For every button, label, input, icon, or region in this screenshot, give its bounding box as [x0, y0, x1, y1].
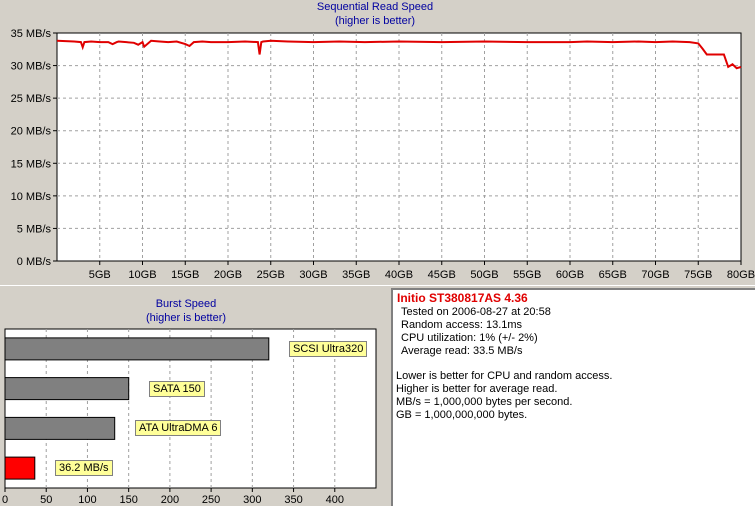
seq-ytick-label: 5 MB/s — [17, 223, 52, 235]
seq-xtick-label: 35GB — [342, 269, 370, 281]
seq-ytick-label: 10 MB/s — [11, 191, 52, 203]
seq-xtick-label: 20GB — [214, 269, 242, 281]
seq-ytick-label: 0 MB/s — [17, 256, 52, 268]
burst-bar-label: SATA 150 — [149, 381, 205, 397]
burst-xtick-label: 100 — [78, 494, 96, 506]
burst-xtick-label: 300 — [243, 494, 261, 506]
average-read: Average read: 33.5 MB/s — [401, 345, 523, 357]
seq-ytick-label: 15 MB/s — [11, 158, 52, 170]
seq-xtick-label: 30GB — [299, 269, 327, 281]
seq-ytick-label: 25 MB/s — [11, 93, 52, 105]
burst-chart-title: Burst Speed — [155, 298, 217, 310]
burst-bar — [4, 416, 116, 440]
note-lower-better: Lower is better for CPU and random acces… — [396, 370, 613, 382]
burst-chart-subtitle: (higher is better) — [145, 312, 227, 324]
burst-bar-label: 36.2 MB/s — [55, 460, 113, 476]
seq-xtick-label: 10GB — [128, 269, 156, 281]
seq-xtick-label: 55GB — [513, 269, 541, 281]
burst-bar-label: SCSI Ultra320 — [289, 341, 368, 357]
note-mbs-def: MB/s = 1,000,000 bytes per second. — [396, 396, 573, 408]
burst-xtick-label: 250 — [202, 494, 220, 506]
burst-bar — [4, 337, 270, 361]
seq-ytick-label: 20 MB/s — [11, 126, 52, 138]
seq-xtick-label: 5GB — [89, 269, 111, 281]
burst-bar-label: ATA UltraDMA 6 — [135, 420, 222, 436]
tested-date: Tested on 2006-08-27 at 20:58 — [401, 306, 551, 318]
burst-xtick-label: 200 — [161, 494, 179, 506]
seq-xtick-label: 65GB — [599, 269, 627, 281]
seq-chart-title: Sequential Read Speed — [316, 1, 434, 13]
note-gb-def: GB = 1,000,000,000 bytes. — [396, 409, 528, 421]
info-panel: Initio ST380817AS 4.36 Tested on 2006-08… — [391, 288, 755, 506]
seq-xtick-label: 40GB — [385, 269, 413, 281]
burst-bar — [4, 456, 36, 480]
pane-divider — [0, 285, 755, 289]
seq-xtick-label: 60GB — [556, 269, 584, 281]
seq-xtick-label: 45GB — [428, 269, 456, 281]
seq-xtick-label: 25GB — [257, 269, 285, 281]
burst-xtick-label: 0 — [2, 494, 8, 506]
seq-xtick-label: 70GB — [641, 269, 669, 281]
seq-xtick-label: 80GB — [727, 269, 755, 281]
seq-chart-subtitle: (higher is better) — [334, 15, 416, 27]
seq-xtick-label: 15GB — [171, 269, 199, 281]
burst-xtick-label: 150 — [119, 494, 137, 506]
burst-xtick-label: 350 — [284, 494, 302, 506]
random-access: Random access: 13.1ms — [401, 319, 523, 331]
burst-xtick-label: 400 — [326, 494, 344, 506]
note-higher-better: Higher is better for average read. — [396, 383, 558, 395]
seq-ytick-label: 35 MB/s — [11, 28, 52, 40]
burst-bar — [4, 377, 130, 401]
drive-name: Initio ST380817AS 4.36 — [397, 291, 528, 305]
seq-xtick-label: 50GB — [470, 269, 498, 281]
seq-read-chart: 35 MB/s 30 MB/s 25 MB/s 20 MB/s 15 MB/s 10 MB… — [11, 28, 755, 281]
seq-ytick-label: 30 MB/s — [11, 61, 52, 73]
seq-xtick-label: 75GB — [684, 269, 712, 281]
seq-read-line — [56, 39, 742, 70]
burst-xtick-label: 50 — [40, 494, 52, 506]
cpu-utilization: CPU utilization: 1% (+/- 2%) — [401, 332, 538, 344]
